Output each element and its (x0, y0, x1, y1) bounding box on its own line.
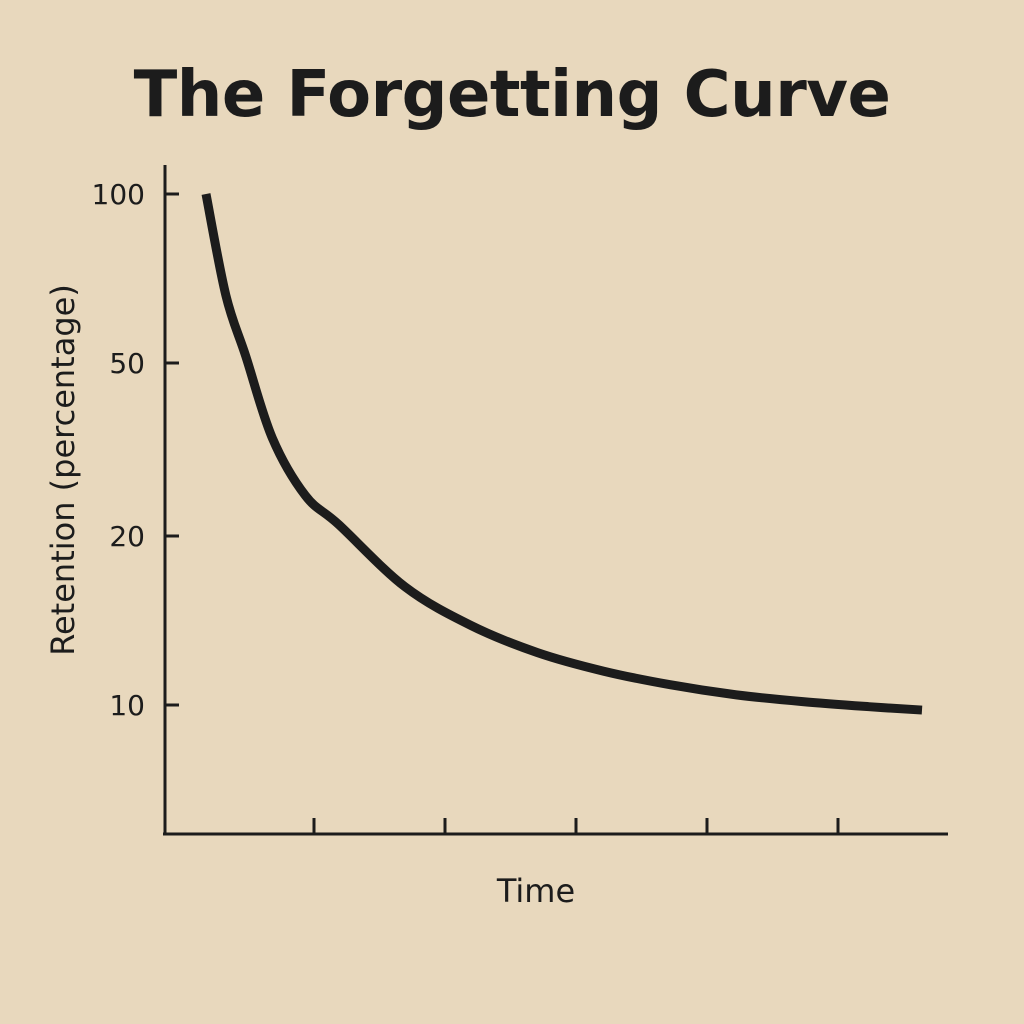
x-ticks (312, 818, 840, 834)
y-ticks: 100 50 20 10 (92, 178, 179, 722)
y-tick-label: 50 (109, 347, 145, 380)
forgetting-curve-line (201, 193, 923, 715)
chart-title: The Forgetting Curve (133, 58, 891, 132)
x-axis-label: Time (496, 872, 575, 910)
y-tick-label: 10 (109, 689, 145, 722)
y-axis-label: Retention (percentage) (44, 284, 82, 656)
y-tick-label: 20 (109, 520, 145, 553)
y-tick-label: 100 (92, 178, 145, 211)
